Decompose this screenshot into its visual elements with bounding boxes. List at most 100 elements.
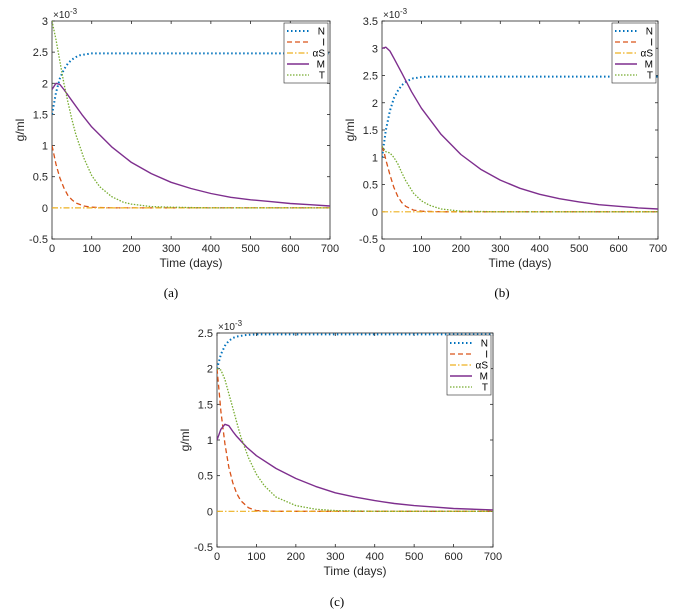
series-group [217,333,493,512]
y-tick-label: 1.5 [198,399,213,411]
x-tick-label: 300 [162,243,180,255]
x-tick-label: 700 [321,243,339,255]
y-axis-label: g/ml [343,119,357,142]
legend-label: N [318,27,325,38]
series-line-4 [52,82,330,207]
legend-label: N [646,27,653,38]
legend-label: I [650,38,653,49]
plot-area [381,20,659,240]
legend-label: T [482,383,488,394]
y-multiplier-exponent: -3 [70,7,78,16]
x-tick-label: 600 [609,243,627,255]
y-multiplier-base: ×10 [383,10,400,21]
legend-label: T [647,71,653,82]
x-tick-label: 500 [570,243,588,255]
y-tick-label: -0.5 [29,234,48,246]
legend-label: αS [313,49,326,60]
y-tick-label: 2.5 [363,71,378,83]
y-tick-label: 0.5 [198,471,213,483]
y-multiplier-exponent: -3 [235,319,243,328]
legend-label: αS [476,361,489,372]
legend-box [611,22,657,84]
series-line-5 [217,368,493,512]
y-tick-label: 2 [207,364,213,376]
y-tick-label: 1.5 [33,109,48,121]
x-tick-label: 100 [412,243,430,255]
panel-caption: (c) [330,594,344,609]
x-tick-label: 200 [452,243,470,255]
x-tick-label: 400 [366,551,384,563]
series-line-4 [382,46,658,210]
legend-label: M [317,60,325,71]
series-group [382,46,658,213]
x-tick-label: 400 [531,243,549,255]
y-tick-label: 1.5 [363,125,378,137]
x-axis-label: Time (days) [489,256,552,270]
series-line-2 [52,145,330,209]
legend-label: M [480,372,488,383]
y-tick-label: 1 [372,152,378,164]
y-tick-label: 2 [42,78,48,90]
x-tick-label: 300 [326,551,344,563]
legend-label: T [319,71,325,82]
legend-label: I [322,38,325,49]
series-group [52,21,330,209]
series-line-2 [217,368,493,512]
x-tick-label: 600 [281,243,299,255]
series-line-1 [382,75,658,158]
x-tick-label: 200 [287,551,305,563]
y-tick-label: 3.5 [363,16,378,28]
y-tick-label: 0 [207,506,213,518]
y-axis-label: g/ml [13,119,27,142]
x-axis-label: Time (days) [160,256,223,270]
legend-label: I [485,350,488,361]
legend-label: N [481,339,488,350]
series-line-1 [52,52,330,115]
y-tick-label: 3 [42,16,48,28]
x-tick-label: 100 [247,551,265,563]
y-tick-label: 2.5 [33,47,48,59]
x-tick-label: 500 [241,243,259,255]
y-multiplier-exponent: -3 [400,7,408,16]
y-multiplier: ×10-3 [383,7,408,21]
chart-panel-2: 0 100 200 300 400 500 600 700-0.500.511.522.533… [343,7,667,300]
panel-caption: (a) [164,285,178,300]
y-axis-label: g/ml [178,429,192,452]
y-tick-label: -0.5 [194,542,213,554]
legend-label: αS [641,49,654,60]
y-multiplier-base: ×10 [53,10,70,21]
series-line-4 [217,423,493,511]
x-tick-label: 700 [649,243,667,255]
x-tick-label: 0 [379,243,385,255]
y-tick-label: 0.5 [363,180,378,192]
series-line-2 [382,146,658,213]
y-tick-label: 0 [372,207,378,219]
y-tick-label: 0 [42,203,48,215]
y-tick-label: 2 [372,98,378,110]
chart-panel-3: 0 100 200 300 400 500 600 700-0.500.511.522.5×1… [178,319,502,609]
y-multiplier: ×10-3 [53,7,78,21]
x-tick-label: 500 [405,551,423,563]
y-tick-label: 3 [372,43,378,55]
y-tick-label: 2.5 [198,328,213,340]
x-axis-label: Time (days) [324,564,387,578]
x-tick-label: 400 [202,243,220,255]
y-multiplier-base: ×10 [218,322,235,333]
x-tick-label: 600 [444,551,462,563]
x-tick-label: 300 [491,243,509,255]
series-line-1 [217,333,493,369]
x-tick-label: 100 [83,243,101,255]
y-tick-label: -0.5 [359,234,378,246]
x-tick-label: 0 [214,551,220,563]
chart-panel-1: 0 100 200 300 400 500 600 700-0.500.511.522.53×… [13,7,339,300]
x-tick-label: 0 [49,243,55,255]
x-tick-label: 200 [122,243,140,255]
y-tick-label: 1 [42,141,48,153]
legend-label: M [645,60,653,71]
y-tick-label: 1 [207,435,213,447]
x-tick-label: 700 [484,551,502,563]
